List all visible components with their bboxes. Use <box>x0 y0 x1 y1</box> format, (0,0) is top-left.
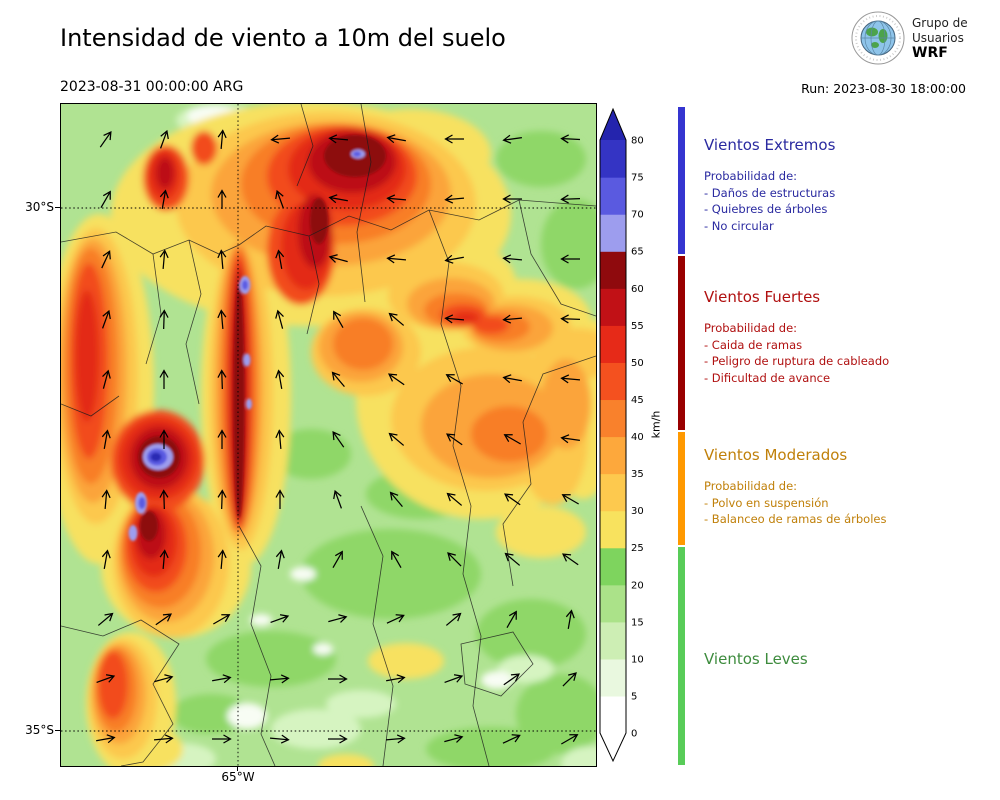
logo-line2: Usuarios <box>912 30 964 45</box>
legend-section-extremos: Vientos Extremos Probabilidad de: - Daño… <box>704 136 994 234</box>
legend-bar-fuertes <box>678 256 685 430</box>
svg-text:20: 20 <box>631 580 644 591</box>
svg-text:5: 5 <box>631 691 637 702</box>
legend-item: - Quiebres de árboles <box>704 202 828 216</box>
prob-label: Probabilidad de: <box>704 169 798 183</box>
legend-title: Vientos Extremos <box>704 136 836 154</box>
colorbar-unit-label: km/h <box>649 410 663 439</box>
legend-item: - Caida de ramas <box>704 337 803 352</box>
svg-text:45: 45 <box>631 395 644 406</box>
legend-item: - Balanceo de ramas de árboles <box>704 512 887 526</box>
lat-tick-30s: 30°S <box>25 200 54 214</box>
colorbar-svg: 0 5 10 15 20 25 30 35 40 45 50 55 60 65 70 75 80 <box>599 107 644 763</box>
axis-tickmark <box>55 207 60 208</box>
svg-text:10: 10 <box>631 654 644 665</box>
globe-icon <box>851 11 905 65</box>
legend-item: - Daños de estructuras <box>704 185 836 200</box>
legend-bar-extremos <box>678 107 685 254</box>
svg-text:25: 25 <box>631 543 644 554</box>
lon-tick-65w: 65°W <box>221 770 255 784</box>
wind-field-layer <box>44 102 626 800</box>
legend-item: - Dificultad de avance <box>704 370 831 385</box>
legend-section-moderados: Vientos Moderados Probabilidad de: - Pol… <box>704 446 994 528</box>
svg-text:0: 0 <box>631 729 637 740</box>
svg-text:80: 80 <box>631 136 644 147</box>
prob-label: Probabilidad de: <box>704 479 798 493</box>
legend-bar-leves <box>678 547 685 765</box>
colorbar: 0 5 10 15 20 25 30 35 40 45 50 55 60 65 70 75 80 <box>598 103 668 765</box>
map-panel <box>44 102 626 800</box>
svg-text:55: 55 <box>631 321 644 332</box>
svg-text:50: 50 <box>631 358 644 369</box>
axis-tickmark <box>237 766 238 771</box>
svg-text:60: 60 <box>631 284 644 295</box>
legend-section-fuertes: Vientos Fuertes Probabilidad de: - Caida… <box>704 288 994 386</box>
legend-body: Probabilidad de: - Daños de estructuras … <box>704 168 994 234</box>
prob-label: Probabilidad de: <box>704 321 798 335</box>
svg-text:65: 65 <box>631 247 644 258</box>
gridlines-layer <box>61 104 596 766</box>
logo-text: Grupo de Usuarios WRF <box>912 16 968 61</box>
valid-datetime: 2023-08-31 00:00:00 ARG <box>60 79 244 95</box>
legend-title: Vientos Fuertes <box>704 288 821 306</box>
svg-text:15: 15 <box>631 617 644 628</box>
legend-item: - Peligro de ruptura de cableado <box>704 354 890 368</box>
model-run-label: Run: 2023-08-30 18:00:00 <box>801 81 966 96</box>
legend-title: Vientos Moderados <box>704 446 848 464</box>
svg-text:30: 30 <box>631 506 644 517</box>
logo-line1: Grupo de <box>912 15 968 30</box>
boundaries-layer <box>60 103 597 767</box>
wrf-users-group-logo: Grupo de Usuarios WRF <box>850 10 968 66</box>
svg-text:75: 75 <box>631 173 644 184</box>
axis-tickmark <box>55 730 60 731</box>
svg-text:40: 40 <box>631 432 644 443</box>
legend-item: - Polvo en suspensión <box>704 495 829 510</box>
legend-section-leves: Vientos Leves <box>704 650 994 668</box>
legend-panel: Vientos Extremos Probabilidad de: - Daño… <box>672 103 998 765</box>
legend-body: Probabilidad de: - Polvo en suspensión -… <box>704 478 994 528</box>
lat-tick-35s: 35°S <box>25 723 54 737</box>
legend-bar-moderados <box>678 432 685 545</box>
legend-title: Vientos Leves <box>704 650 808 668</box>
wind-arrows-layer <box>96 129 581 745</box>
svg-text:70: 70 <box>631 210 644 221</box>
legend-item: - No circular <box>704 218 774 233</box>
svg-text:35: 35 <box>631 469 644 480</box>
legend-body: Probabilidad de: - Caida de ramas - Peli… <box>704 320 994 386</box>
logo-line3: WRF <box>912 44 948 61</box>
page-title: Intensidad de viento a 10m del suelo <box>60 24 506 52</box>
wind-intensity-map <box>44 102 626 800</box>
